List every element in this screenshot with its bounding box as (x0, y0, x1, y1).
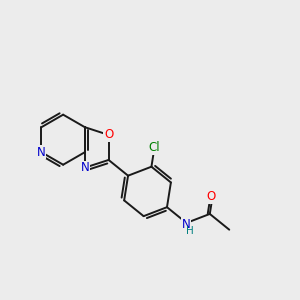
Text: H: H (186, 226, 194, 236)
Text: N: N (37, 146, 46, 159)
Text: N: N (80, 161, 89, 174)
Text: O: O (206, 190, 216, 203)
Text: O: O (104, 128, 113, 141)
Text: Cl: Cl (148, 141, 160, 154)
Text: N: N (182, 218, 191, 231)
